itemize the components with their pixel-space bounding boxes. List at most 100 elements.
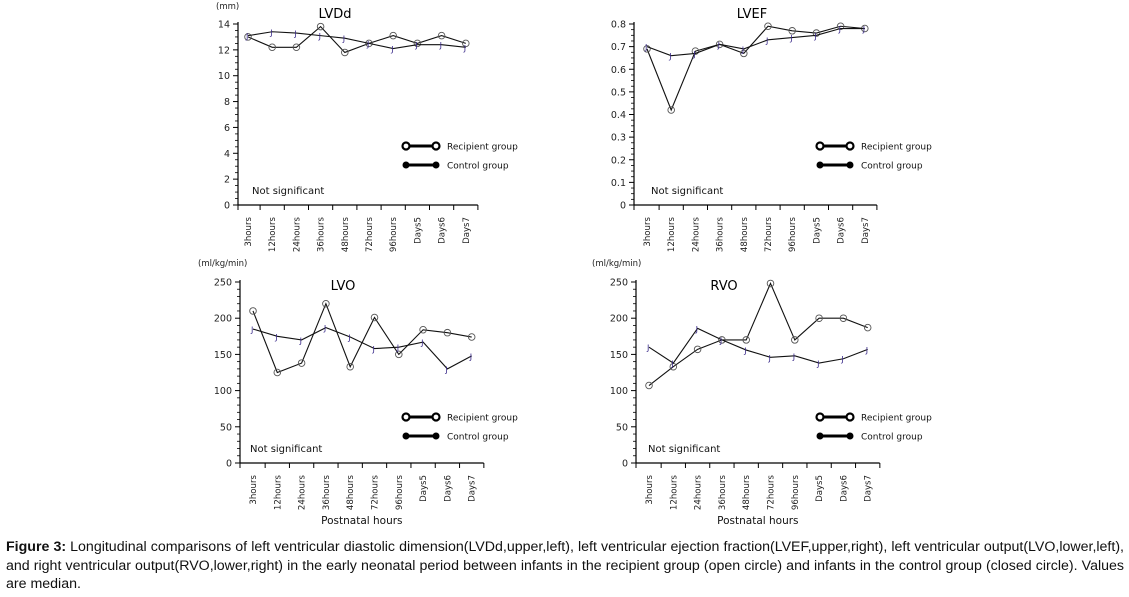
data-point-closed-circle: J xyxy=(390,45,393,54)
y-tick-label: 50 xyxy=(220,422,232,433)
y-tick-label: 0 xyxy=(620,201,626,212)
panel-lvef: 0 0.1 0.2 0.3 0.4 0.5 0.6 0.7 0.8 3hours 12hours 24… xyxy=(611,7,932,252)
data-point-closed-circle: J xyxy=(342,35,345,44)
legend-control-marker xyxy=(816,432,824,440)
y-tick-label: 0.4 xyxy=(611,110,626,121)
data-point-open-circle xyxy=(341,48,349,57)
y-tick-label: 0.7 xyxy=(611,42,626,53)
data-point-closed-circle: J xyxy=(347,334,350,343)
y-tick-label: 0.8 xyxy=(611,20,626,31)
y-tick-label: 10 xyxy=(218,71,230,82)
x-tick-label: 24hours xyxy=(298,474,308,510)
legend: Recipient group Control group xyxy=(815,141,932,172)
data-point-open-circle xyxy=(419,326,427,334)
data-point-open-circle xyxy=(791,336,799,344)
y-tick-label: 100 xyxy=(610,386,628,397)
legend-control-label: Control group xyxy=(861,433,923,443)
y-tick-label: 2 xyxy=(224,175,230,186)
data-point-closed-circle: J xyxy=(274,333,277,342)
x-tick-label: 12hours xyxy=(669,474,679,510)
series-line xyxy=(252,302,472,374)
y-tick-label: 150 xyxy=(214,350,232,361)
y-unit-label: (ml/kg/min) xyxy=(592,259,641,269)
data-point-closed-circle: J xyxy=(323,324,326,333)
x-tick-label: 3hours xyxy=(249,474,259,504)
series-line xyxy=(247,25,466,54)
data-point-open-circle xyxy=(715,40,724,49)
series-control: J J J J J J J J J J xyxy=(245,28,466,54)
legend-recipient-marker xyxy=(815,141,825,151)
data-point-closed-circle: J xyxy=(469,352,472,361)
data-point-open-circle xyxy=(742,336,750,344)
legend-control-marker xyxy=(432,161,440,169)
y-tick-label: 150 xyxy=(610,350,628,361)
legend-control-marker xyxy=(846,161,854,169)
y-tick-label: 100 xyxy=(214,386,232,397)
panel-lvdd: 0 2 4 6 8 10 12 14 3hours 12hours 24hours 36hours 48… xyxy=(216,2,518,252)
legend-control-marker xyxy=(432,432,440,440)
data-point-open-circle xyxy=(370,313,379,322)
legend-control-marker xyxy=(816,161,824,169)
x-tick-label: 12hours xyxy=(667,216,677,252)
data-point-open-circle xyxy=(437,31,446,40)
x-tick-label: Days6 xyxy=(438,217,448,244)
y-tick-label: 14 xyxy=(218,20,230,31)
legend-control-marker xyxy=(402,161,410,169)
data-point-open-circle xyxy=(297,359,306,367)
data-point-open-circle xyxy=(766,279,775,288)
x-tick-label: Days7 xyxy=(468,475,478,502)
legend-recipient-marker xyxy=(401,141,411,151)
data-point-open-circle xyxy=(643,45,651,53)
x-tick-label: 24hours xyxy=(292,216,302,252)
y-tick-label: 6 xyxy=(224,123,230,134)
x-tick-label: Days7 xyxy=(864,475,874,502)
series-line xyxy=(646,27,865,57)
data-point-open-circle xyxy=(740,49,748,58)
x-axis-title: Postnatal hours xyxy=(717,515,798,527)
data-point-closed-circle: J xyxy=(299,336,302,345)
data-point-open-circle xyxy=(718,336,726,344)
x-tick-label: Days7 xyxy=(462,217,472,244)
panel-title: LVEF xyxy=(737,7,767,22)
y-tick-label: 0.2 xyxy=(611,155,626,166)
data-point-open-circle xyxy=(836,22,845,31)
x-tick-label: 72hours xyxy=(764,216,774,252)
data-point-open-circle xyxy=(764,22,772,31)
series-line xyxy=(648,327,868,364)
y-tick-label: 0 xyxy=(226,459,232,470)
data-point-open-circle xyxy=(467,333,476,341)
data-point-closed-circle: J xyxy=(250,326,253,335)
figure-panels: 0 2 4 6 8 10 12 14 3hours 12hours 24hours 36hours 48… xyxy=(198,2,932,527)
data-point-closed-circle: J xyxy=(414,41,417,50)
x-tick-label: 48hours xyxy=(341,216,351,252)
data-point-closed-circle: J xyxy=(420,339,423,348)
data-point-open-circle xyxy=(788,27,796,35)
series-recipient xyxy=(643,22,869,114)
series-recipient xyxy=(249,299,476,377)
series-recipient xyxy=(645,279,872,390)
data-point-closed-circle: J xyxy=(444,365,447,374)
data-point-closed-circle: J xyxy=(741,45,744,54)
panel-lvo: 0 50 100 150 200 250 3hours 12hours 24hours 36hou… xyxy=(198,259,518,527)
legend-control-label: Control group xyxy=(447,162,509,172)
data-point-open-circle xyxy=(863,323,872,332)
y-tick-label: 12 xyxy=(218,45,230,56)
data-point-closed-circle: J xyxy=(813,32,816,41)
data-point-closed-circle: J xyxy=(792,352,795,361)
data-point-closed-circle: J xyxy=(366,40,369,49)
x-tick-label: Days5 xyxy=(413,217,423,244)
y-unit-label: (ml/kg/min) xyxy=(198,259,247,269)
data-point-open-circle xyxy=(346,362,354,371)
y-tick-label: 0.6 xyxy=(611,65,626,76)
legend-recipient-marker xyxy=(401,412,411,422)
x-tick-label: Days6 xyxy=(443,475,453,502)
x-tick-label: 72hours xyxy=(767,474,777,510)
x-tick-label: 96hours xyxy=(389,216,399,252)
significance-annotation: Not significant xyxy=(648,444,720,455)
data-point-open-circle xyxy=(691,47,700,55)
data-point-open-circle xyxy=(693,345,702,354)
x-tick-label: 36hours xyxy=(322,474,332,510)
y-tick-label: 8 xyxy=(224,97,230,108)
data-point-closed-circle: J xyxy=(269,28,272,37)
x-axis-title: Postnatal hours xyxy=(321,515,402,527)
